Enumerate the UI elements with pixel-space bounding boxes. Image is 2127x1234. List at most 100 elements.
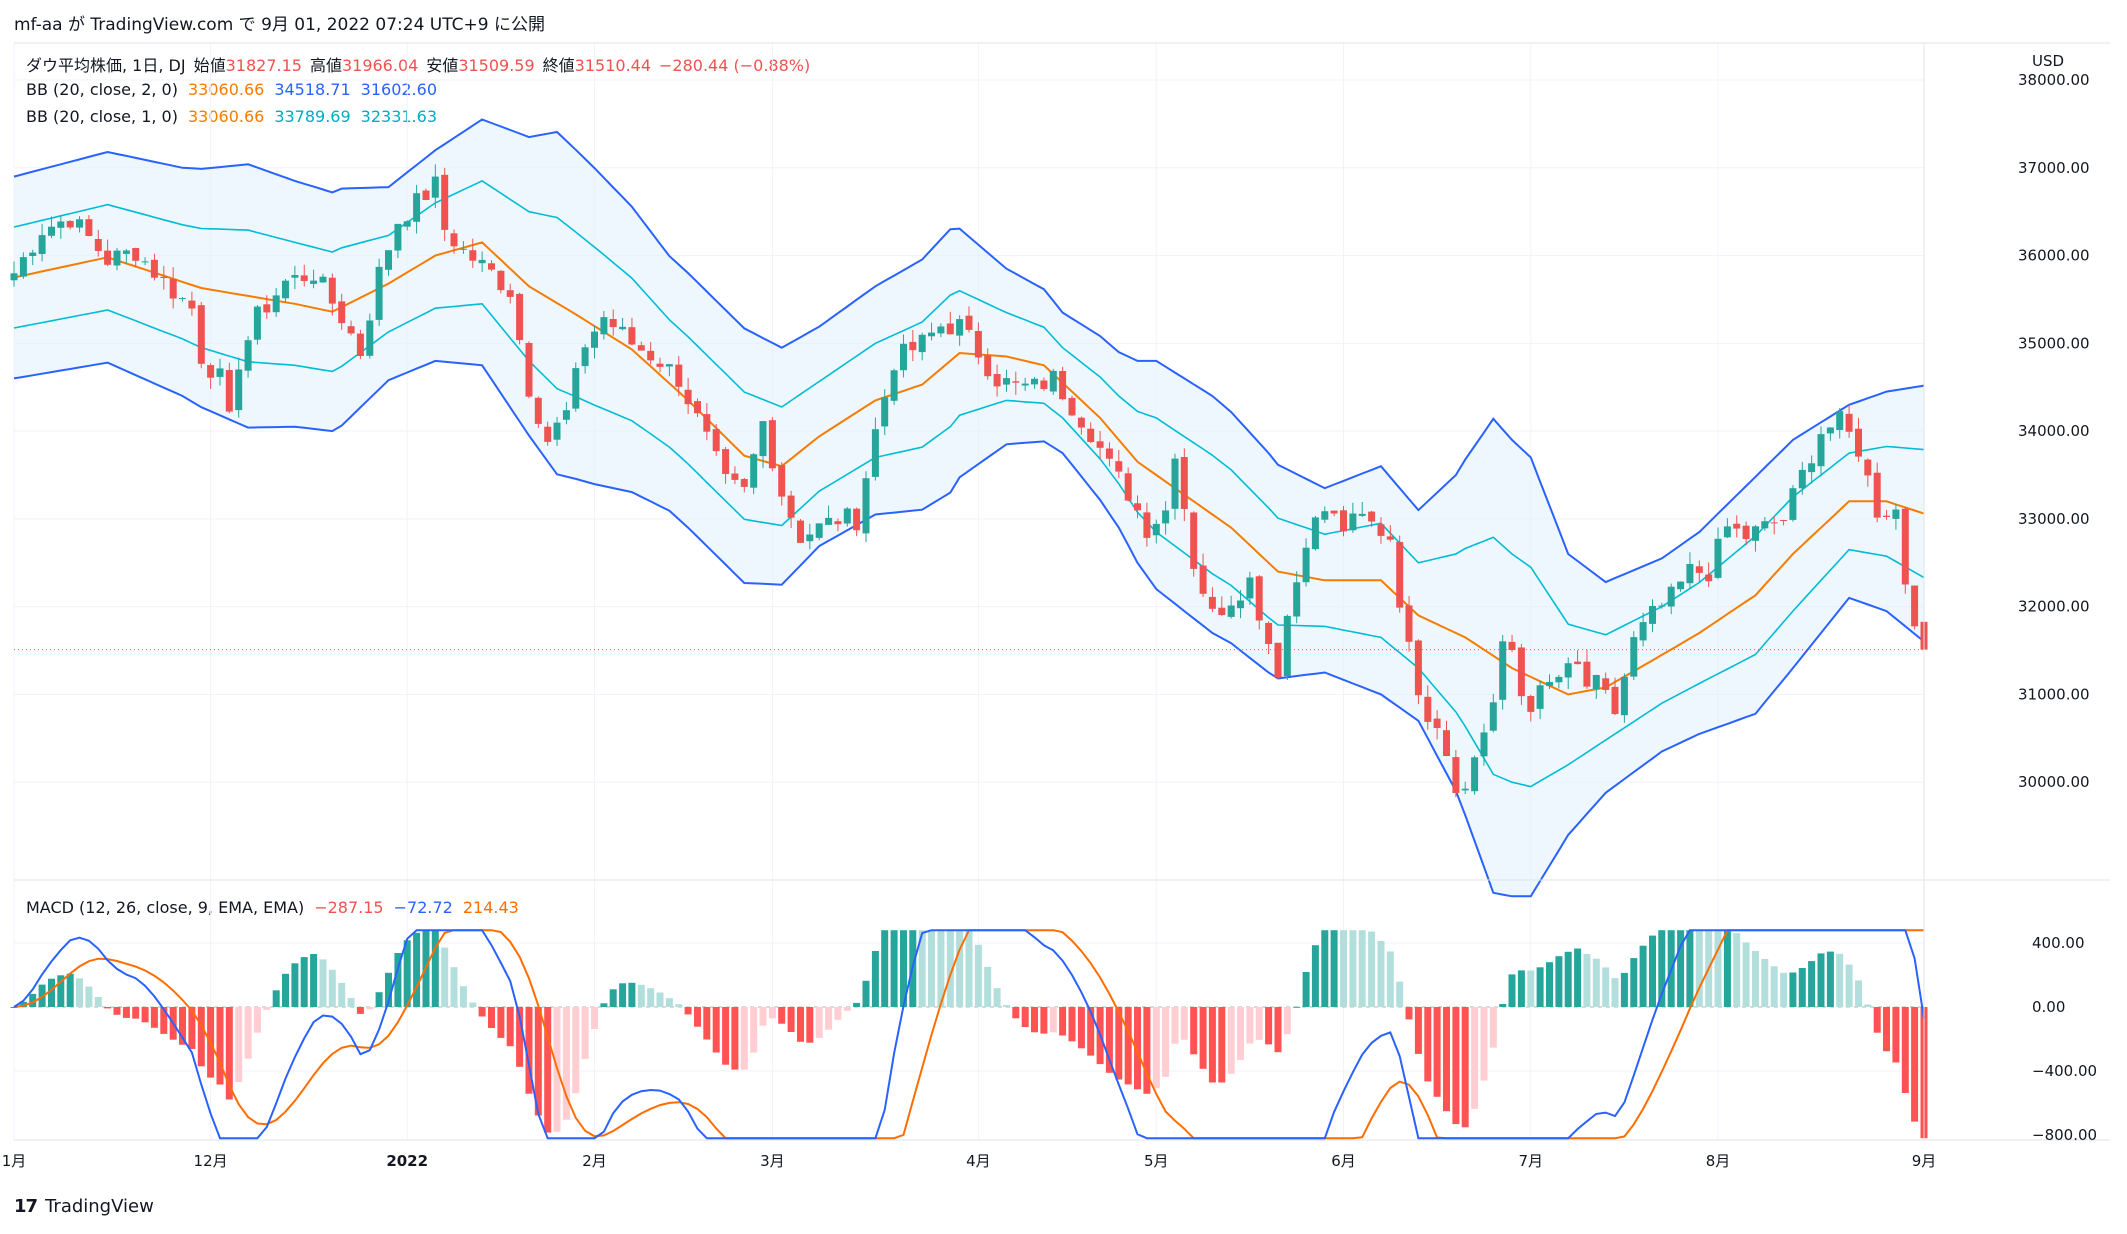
candle-body xyxy=(937,326,945,334)
candle-body xyxy=(1555,676,1563,683)
candle-body xyxy=(1340,510,1347,532)
candle-body xyxy=(1087,428,1095,442)
candle-body xyxy=(956,319,964,336)
candle-body xyxy=(1808,463,1816,473)
macd-hist-bar xyxy=(188,1007,196,1049)
candle-body xyxy=(141,261,149,263)
time-tick-label: 12月 xyxy=(194,1152,228,1170)
macd-hist-bar xyxy=(1798,968,1806,1007)
macd-hist-bar xyxy=(918,930,926,1007)
candle-body xyxy=(740,479,748,487)
candle-body xyxy=(909,341,917,351)
macd-hist-bar xyxy=(628,982,636,1007)
candle-body xyxy=(928,332,935,337)
open-label: 始値 xyxy=(193,56,226,75)
candle-body xyxy=(422,190,430,200)
candle-body xyxy=(853,508,861,531)
macd-hist-bar xyxy=(516,1007,524,1067)
candle-body xyxy=(1873,472,1881,518)
low-value: 31509.59 xyxy=(458,56,535,75)
candle-body xyxy=(918,334,926,353)
macd-hist-bar xyxy=(1770,966,1778,1007)
candle-body xyxy=(684,389,692,405)
macd-hist-bar xyxy=(160,1007,168,1034)
symbol-label[interactable]: ダウ平均株価, 1日, DJ xyxy=(26,56,186,75)
candle-body xyxy=(778,465,786,497)
macd-hist-bar xyxy=(974,944,982,1007)
high-value: 31966.04 xyxy=(341,56,419,75)
candle-body xyxy=(66,221,74,228)
bb1-legend[interactable]: BB (20, close, 1, 0) 33060.66 33789.69 3233… xyxy=(26,107,447,126)
macd-hist-bar xyxy=(1124,1007,1132,1085)
macd-hist-bar xyxy=(150,1007,158,1028)
brand-footer[interactable]: 17 TradingView xyxy=(14,1196,154,1217)
candle-body xyxy=(1611,686,1619,714)
time-tick-label: 5月 xyxy=(1144,1152,1169,1170)
candle-body xyxy=(759,421,767,457)
macd-hist-bar xyxy=(57,975,65,1007)
macd-hist-bar xyxy=(965,930,973,1007)
macd-hist-bar xyxy=(1864,1004,1872,1007)
candle-body xyxy=(1461,788,1469,791)
macd-hist-bar xyxy=(1115,1007,1123,1080)
candle-body xyxy=(722,449,730,474)
macd-hist-bar xyxy=(1471,1007,1479,1109)
macd-hist-bar xyxy=(581,1007,589,1059)
macd-hist-bar xyxy=(1649,935,1656,1007)
candle-body xyxy=(169,278,177,299)
candle-body xyxy=(1705,574,1713,582)
candle-body xyxy=(609,319,617,328)
price-tick-label: 30000.00 xyxy=(2018,773,2090,791)
macd-hist-bar xyxy=(1368,931,1376,1007)
time-tick-label: 4月 xyxy=(966,1152,991,1170)
macd-hist-bar xyxy=(1611,978,1619,1007)
candle-body xyxy=(132,248,140,261)
macd-hist-bar xyxy=(113,1007,121,1015)
candle-body xyxy=(965,315,973,330)
candle-body xyxy=(993,374,1001,387)
bb2-legend[interactable]: BB (20, close, 2, 0) 33060.66 34518.71 3160… xyxy=(26,80,447,99)
macd-lines xyxy=(13,929,1925,1140)
macd-hist-bar xyxy=(1311,945,1319,1007)
axes xyxy=(14,42,2110,1141)
currency-label[interactable]: USD xyxy=(2032,52,2065,70)
bollinger-fill xyxy=(14,119,1924,897)
macd-hist-bar xyxy=(591,1007,598,1029)
candle-body xyxy=(1911,585,1919,627)
bollinger-lines xyxy=(13,118,1925,898)
macd-hist-bar xyxy=(66,973,74,1007)
macd-legend[interactable]: MACD (12, 26, close, 9, EMA, EMA) −287.15… xyxy=(26,898,529,917)
macd-hist-bar xyxy=(1302,972,1310,1007)
candle-body xyxy=(122,250,130,254)
macd-hist-bar xyxy=(1433,1007,1441,1097)
candle-body xyxy=(1143,512,1151,538)
macd-hist-bar xyxy=(1723,930,1731,1007)
macd-hist-bar xyxy=(1012,1007,1020,1019)
macd-hist-bar xyxy=(993,988,1001,1007)
candle-body xyxy=(272,295,280,313)
candle-body xyxy=(1368,511,1376,522)
candle-body xyxy=(1770,522,1778,524)
macd-hist-bar xyxy=(553,1007,561,1132)
macd-hist-bar xyxy=(253,1007,261,1033)
bb2-upper-line xyxy=(13,118,1925,584)
macd-hist-bar xyxy=(488,1007,495,1028)
time-tick-label: 9月 xyxy=(1912,1152,1937,1170)
macd-hist-bar xyxy=(1695,930,1703,1007)
macd-hist-bar xyxy=(1489,1007,1497,1048)
candles xyxy=(10,164,1928,798)
candle-body xyxy=(665,364,673,367)
macd-hist-bar xyxy=(1845,964,1853,1007)
macd-hist-bar xyxy=(207,1007,215,1078)
candle-body xyxy=(768,420,776,469)
candle-body xyxy=(1574,661,1582,665)
open-value: 31827.15 xyxy=(225,56,302,75)
macd-hist-bar xyxy=(441,947,449,1007)
macd-hist-bar xyxy=(759,1007,767,1026)
candle-body xyxy=(76,219,83,228)
candle-body xyxy=(1639,622,1647,641)
macd-hist-bar xyxy=(10,1007,18,1008)
macd-hist-bar xyxy=(1536,967,1544,1007)
candle-body xyxy=(1199,565,1207,594)
